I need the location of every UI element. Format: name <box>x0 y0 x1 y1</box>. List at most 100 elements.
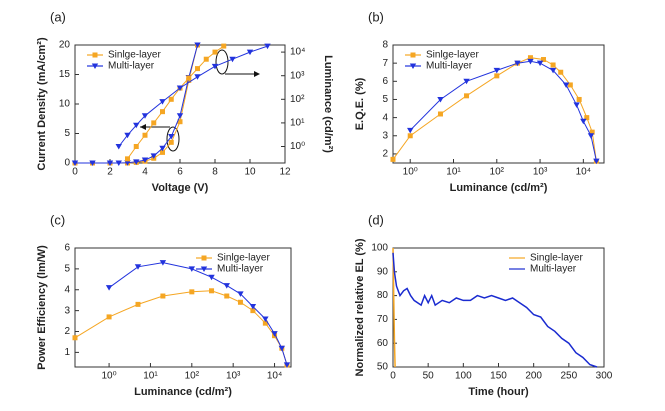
y-tick-label: 5 <box>64 128 70 139</box>
marker <box>437 96 444 103</box>
annotation-arrowhead <box>254 71 260 77</box>
x-tick-label: 200 <box>525 371 542 382</box>
series-line <box>74 290 288 366</box>
y-tick-label: 10 <box>59 99 71 110</box>
marker <box>278 345 286 352</box>
marker <box>464 93 470 99</box>
y-axis-label: Current Density (mA/cm²) <box>36 37 48 171</box>
x-tick-label: 150 <box>490 371 507 382</box>
y-axis-label: E.Q.E. (%) <box>354 77 366 130</box>
legend-label: Multi-layer <box>426 61 473 72</box>
legend-label: Single-layer <box>530 253 583 264</box>
marker <box>142 132 148 138</box>
series-line <box>392 252 598 368</box>
marker <box>390 156 396 162</box>
marker <box>133 159 140 165</box>
x-tick-label: 10⁴ <box>267 371 282 382</box>
y2-tick-label: 10¹ <box>290 118 305 129</box>
x-tick-label: 10⁴ <box>576 167 591 178</box>
y2-tick-label: 10⁴ <box>290 47 305 58</box>
marker <box>72 335 78 341</box>
marker <box>549 67 557 74</box>
legend-marker <box>201 255 207 261</box>
x-axis-label: Luminance (cd/m²) <box>134 386 232 398</box>
marker <box>576 96 582 102</box>
annotation-arrowhead <box>140 124 146 130</box>
y-tick-label: 0 <box>64 158 70 169</box>
x-tick-label: 4 <box>142 167 148 178</box>
marker <box>189 289 195 295</box>
legend-label: Multi-layer <box>108 61 155 72</box>
series-line <box>392 57 597 162</box>
marker <box>150 153 157 159</box>
marker <box>159 260 167 266</box>
marker <box>283 362 291 368</box>
x-tick-label: 10¹ <box>446 167 461 178</box>
y2-tick-label: 10² <box>290 94 305 105</box>
marker <box>540 57 546 63</box>
marker <box>246 49 254 56</box>
y-tick-label: 8 <box>382 40 388 51</box>
marker <box>160 109 165 115</box>
marker <box>160 149 165 155</box>
plot-frame <box>74 44 286 164</box>
marker <box>271 331 278 337</box>
marker <box>151 120 157 126</box>
x-tick-label: 0 <box>72 167 78 178</box>
marker <box>89 160 96 166</box>
marker <box>141 157 149 164</box>
y-tick-label: 20 <box>59 40 71 51</box>
x-tick-label: 10³ <box>226 371 241 382</box>
legend-label: Sinlge-layer <box>217 253 270 264</box>
marker <box>463 78 470 85</box>
marker <box>133 122 140 129</box>
y-axis-label: Power Efficiency (lm/W) <box>36 245 48 370</box>
y-tick-label: 2 <box>382 149 388 160</box>
y-tick-label: 6 <box>382 76 388 87</box>
marker <box>124 132 131 139</box>
y-tick-label: 60 <box>377 338 389 349</box>
marker <box>195 66 200 72</box>
y-tick-label: 5 <box>64 264 70 275</box>
marker <box>587 133 595 139</box>
marker <box>514 60 521 67</box>
marker <box>194 42 201 48</box>
marker <box>229 56 236 63</box>
marker <box>125 156 130 162</box>
marker <box>249 303 257 310</box>
annotation-ellipse <box>215 49 229 75</box>
y-tick-label: 90 <box>377 266 389 277</box>
legend-label: Multi-layer <box>217 264 264 275</box>
marker <box>494 73 500 79</box>
marker <box>562 82 570 88</box>
marker <box>71 160 79 166</box>
panel-label: (b) <box>368 9 384 24</box>
plot-frame <box>392 44 605 164</box>
legend-label: Multi-layer <box>530 264 577 275</box>
marker <box>407 127 414 134</box>
marker <box>188 266 196 272</box>
y-axis-label: Normalized relative EL (%) <box>354 238 366 376</box>
marker <box>580 118 587 125</box>
plot-frame <box>74 247 292 368</box>
x-tick-label: 8 <box>212 167 218 178</box>
marker <box>186 75 192 81</box>
marker <box>209 288 215 294</box>
marker <box>584 115 590 121</box>
y-tick-label: 70 <box>377 314 389 325</box>
marker <box>407 133 413 139</box>
x-tick-label: 0 <box>390 371 396 382</box>
legend-label: Sinlge-layer <box>108 50 161 61</box>
legend-marker <box>200 266 208 272</box>
legend-marker <box>409 63 417 69</box>
marker <box>141 113 149 119</box>
x-tick-label: 2 <box>107 167 113 178</box>
panel-label: (c) <box>50 212 65 227</box>
marker <box>262 320 268 326</box>
marker <box>177 119 183 125</box>
panel-label: (d) <box>368 212 384 227</box>
marker <box>134 264 142 270</box>
marker <box>176 85 184 92</box>
y-tick-label: 5 <box>382 94 388 105</box>
